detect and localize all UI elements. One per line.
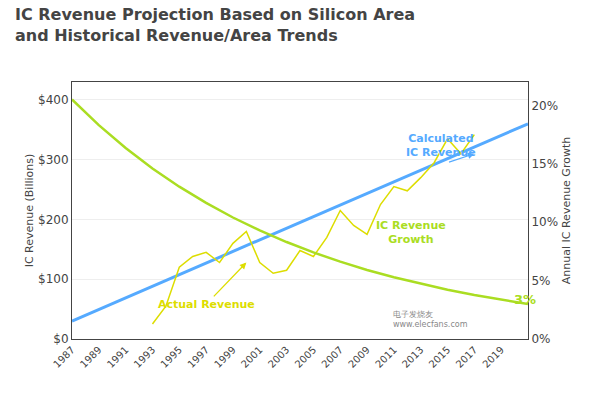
svg-text:IC RevenueGrowth: IC RevenueGrowth bbox=[376, 219, 446, 246]
svg-text:$400: $400 bbox=[38, 93, 69, 107]
svg-text:2013: 2013 bbox=[400, 344, 426, 370]
svg-text:$100: $100 bbox=[38, 272, 69, 286]
svg-text:2009: 2009 bbox=[346, 344, 372, 370]
svg-text:$200: $200 bbox=[38, 213, 69, 227]
svg-text:$0: $0 bbox=[53, 332, 68, 346]
svg-text:IC Revenue Projection Based on: IC Revenue Projection Based on Silicon A… bbox=[15, 5, 415, 45]
svg-text:1989: 1989 bbox=[78, 344, 104, 370]
svg-text:1995: 1995 bbox=[158, 344, 184, 370]
svg-text:电子发烧友www.elecfans.com: 电子发烧友www.elecfans.com bbox=[393, 310, 468, 329]
svg-text:1987: 1987 bbox=[51, 344, 77, 370]
svg-text:2005: 2005 bbox=[293, 344, 319, 370]
svg-text:Annual IC Revenue Growth: Annual IC Revenue Growth bbox=[560, 137, 573, 284]
svg-text:1993: 1993 bbox=[132, 344, 158, 370]
svg-text:15%: 15% bbox=[531, 157, 558, 171]
svg-text:$300: $300 bbox=[38, 153, 69, 167]
svg-text:3%: 3% bbox=[514, 292, 536, 307]
svg-text:2017: 2017 bbox=[454, 344, 480, 370]
svg-text:1997: 1997 bbox=[185, 344, 211, 370]
svg-text:2007: 2007 bbox=[319, 344, 345, 370]
svg-text:2001: 2001 bbox=[239, 344, 265, 370]
svg-text:2019: 2019 bbox=[480, 344, 506, 370]
svg-text:Actual Revenue: Actual Revenue bbox=[158, 298, 255, 311]
svg-text:5%: 5% bbox=[531, 274, 550, 288]
svg-text:0%: 0% bbox=[531, 332, 550, 346]
svg-text:CalculatedIC Revenue: CalculatedIC Revenue bbox=[406, 132, 476, 159]
svg-text:2011: 2011 bbox=[373, 344, 399, 370]
svg-text:2003: 2003 bbox=[266, 344, 292, 370]
svg-text:1991: 1991 bbox=[105, 344, 131, 370]
svg-text:1999: 1999 bbox=[212, 344, 238, 370]
svg-text:10%: 10% bbox=[531, 215, 558, 229]
svg-text:20%: 20% bbox=[531, 99, 558, 113]
svg-text:IC Revenue (Billions): IC Revenue (Billions) bbox=[23, 154, 36, 268]
svg-text:2015: 2015 bbox=[427, 344, 453, 370]
